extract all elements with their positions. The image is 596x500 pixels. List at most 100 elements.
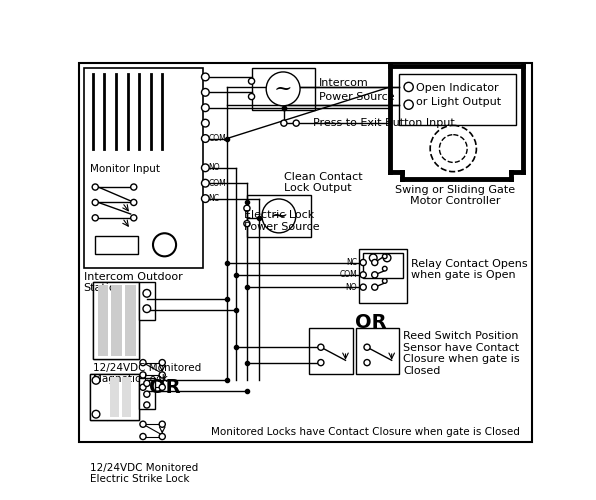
Circle shape <box>249 78 254 84</box>
Circle shape <box>201 73 209 81</box>
Circle shape <box>159 384 165 390</box>
Circle shape <box>383 254 387 258</box>
Circle shape <box>144 380 150 386</box>
Bar <box>95 236 138 254</box>
Text: Power Source: Power Source <box>244 222 319 232</box>
Text: Monitored Locks have Contact Closure when gate is Closed: Monitored Locks have Contact Closure whe… <box>211 428 520 438</box>
Text: NO: NO <box>209 164 220 172</box>
Bar <box>122 377 132 418</box>
Bar <box>83 68 203 268</box>
Circle shape <box>201 164 209 172</box>
Circle shape <box>140 446 146 452</box>
Circle shape <box>201 104 209 112</box>
Text: COM: COM <box>209 178 226 188</box>
Circle shape <box>159 421 165 428</box>
Bar <box>355 328 399 374</box>
Circle shape <box>144 402 150 408</box>
Circle shape <box>360 260 367 266</box>
Polygon shape <box>301 120 309 127</box>
Circle shape <box>364 344 370 350</box>
Circle shape <box>131 215 137 221</box>
Circle shape <box>92 376 100 384</box>
Bar <box>139 282 154 321</box>
Text: NC: NC <box>346 258 357 267</box>
Bar <box>252 68 315 110</box>
Circle shape <box>244 205 250 212</box>
Text: Press to Exit Button Input: Press to Exit Button Input <box>313 118 455 128</box>
Bar <box>363 252 403 278</box>
Text: Monitor Input: Monitor Input <box>90 164 160 174</box>
Circle shape <box>159 360 165 366</box>
Circle shape <box>92 184 98 190</box>
Text: OR: OR <box>149 378 181 397</box>
Circle shape <box>159 372 165 378</box>
Circle shape <box>360 284 367 290</box>
Bar <box>111 285 122 356</box>
Circle shape <box>140 360 146 366</box>
Circle shape <box>372 260 378 266</box>
Circle shape <box>370 254 377 262</box>
Circle shape <box>153 233 176 256</box>
Text: OR: OR <box>355 312 387 332</box>
Text: Clean Contact
Lock Output: Clean Contact Lock Output <box>284 172 362 193</box>
Circle shape <box>131 184 137 190</box>
Circle shape <box>383 254 391 262</box>
Circle shape <box>143 305 151 312</box>
Circle shape <box>364 360 370 366</box>
Circle shape <box>372 284 378 290</box>
Bar <box>359 248 407 302</box>
Circle shape <box>244 220 250 226</box>
Text: COM: COM <box>339 270 357 280</box>
Circle shape <box>159 434 165 440</box>
Bar <box>93 282 139 359</box>
Circle shape <box>140 421 146 428</box>
Circle shape <box>201 194 209 202</box>
Circle shape <box>140 384 146 390</box>
Bar <box>90 374 107 420</box>
Text: Electric Lock: Electric Lock <box>244 210 314 220</box>
Bar <box>110 377 119 418</box>
Bar <box>93 282 139 359</box>
Text: NC: NC <box>209 194 219 203</box>
Circle shape <box>249 94 254 100</box>
Circle shape <box>262 199 296 233</box>
Bar <box>107 374 139 420</box>
Circle shape <box>266 72 300 106</box>
Circle shape <box>360 272 367 278</box>
Circle shape <box>159 446 165 452</box>
Circle shape <box>140 372 146 378</box>
Circle shape <box>318 344 324 350</box>
Text: Power Source: Power Source <box>318 92 394 102</box>
Bar <box>247 194 311 237</box>
Circle shape <box>201 180 209 187</box>
Circle shape <box>144 391 150 398</box>
Circle shape <box>318 360 324 366</box>
Text: Reed Switch Position
Sensor have Contact
Closure when gate is
Closed: Reed Switch Position Sensor have Contact… <box>403 331 520 376</box>
Circle shape <box>201 134 209 142</box>
Circle shape <box>430 126 476 172</box>
Text: ~: ~ <box>269 205 288 227</box>
Text: NO: NO <box>346 282 357 292</box>
Text: Relay Contact Opens
when gate is Open: Relay Contact Opens when gate is Open <box>411 258 527 280</box>
Circle shape <box>131 200 137 205</box>
Bar <box>90 374 139 420</box>
Circle shape <box>372 272 378 278</box>
Text: Swing or Sliding Gate
Motor Controller: Swing or Sliding Gate Motor Controller <box>395 184 515 206</box>
Circle shape <box>383 278 387 283</box>
Circle shape <box>404 82 413 92</box>
Bar <box>399 74 516 126</box>
Circle shape <box>439 134 467 162</box>
Circle shape <box>92 410 100 418</box>
Bar <box>98 285 108 356</box>
Text: COM: COM <box>209 134 226 143</box>
Text: ~: ~ <box>274 78 293 100</box>
Bar <box>125 285 136 356</box>
Text: Open Indicator: Open Indicator <box>417 83 499 93</box>
Circle shape <box>281 120 287 126</box>
Text: Intercom: Intercom <box>318 78 368 88</box>
Circle shape <box>92 215 98 221</box>
Circle shape <box>92 200 98 205</box>
Bar <box>139 378 154 409</box>
Circle shape <box>143 290 151 297</box>
Circle shape <box>383 266 387 271</box>
